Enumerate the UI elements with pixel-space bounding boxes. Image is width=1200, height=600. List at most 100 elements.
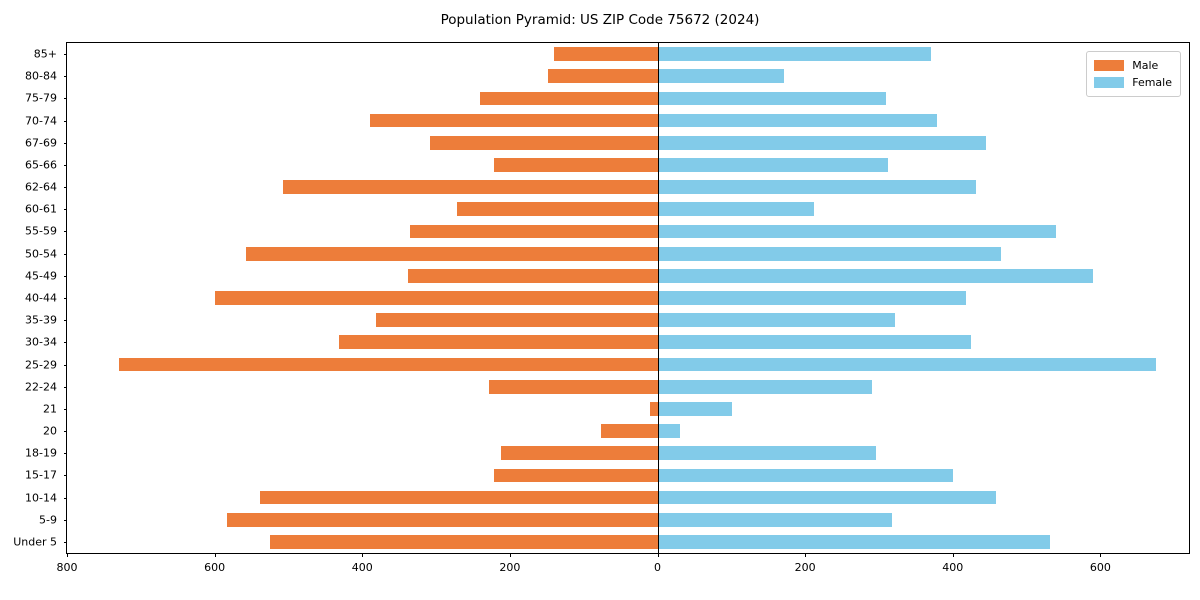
bar-male[interactable]	[548, 69, 658, 84]
y-tick-mark	[63, 231, 67, 233]
bar-female[interactable]	[657, 135, 986, 150]
bar-female[interactable]	[657, 158, 888, 172]
bar-female[interactable]	[657, 180, 977, 194]
bar-male[interactable]	[501, 446, 658, 461]
x-axis-tick-label: 800	[56, 561, 78, 574]
x-tick-mark	[214, 553, 216, 557]
bar-female[interactable]	[657, 268, 1094, 283]
bar-male[interactable]	[480, 91, 658, 106]
bar-female[interactable]	[657, 291, 967, 305]
y-tick-mark	[63, 164, 67, 166]
bar-female[interactable]	[657, 379, 872, 394]
bars-layer	[67, 43, 1189, 553]
bar-male[interactable]	[430, 135, 658, 150]
bar-female[interactable]	[657, 424, 680, 438]
bar-row	[67, 91, 1189, 106]
bar-male[interactable]	[260, 490, 658, 505]
bar-row	[67, 158, 1189, 172]
bar-male[interactable]	[338, 335, 658, 350]
bar-row	[67, 69, 1189, 84]
y-axis-tick-label: 20	[43, 424, 57, 438]
bar-row	[67, 135, 1189, 150]
bar-row	[67, 180, 1189, 194]
y-tick-mark	[63, 541, 67, 543]
bar-female[interactable]	[657, 357, 1156, 372]
bar-male[interactable]	[493, 158, 658, 172]
bar-female[interactable]	[657, 246, 1001, 261]
y-tick-mark	[63, 98, 67, 100]
bar-row	[67, 291, 1189, 305]
bar-male[interactable]	[118, 357, 658, 372]
y-axis-tick-label: 18-19	[25, 446, 57, 460]
bar-female[interactable]	[657, 113, 937, 128]
bar-row	[67, 224, 1189, 239]
x-tick-mark	[805, 553, 807, 557]
bar-row	[67, 313, 1189, 328]
legend-label: Male	[1132, 59, 1159, 72]
y-axis-tick-label: 60-61	[25, 202, 57, 216]
bar-female[interactable]	[657, 512, 893, 527]
legend-item[interactable]: Male	[1094, 57, 1172, 74]
x-tick-mark	[657, 553, 659, 557]
y-tick-mark	[63, 76, 67, 78]
bar-female[interactable]	[657, 468, 953, 483]
bar-female[interactable]	[657, 401, 733, 416]
bar-male[interactable]	[650, 401, 658, 416]
y-tick-mark	[63, 187, 67, 189]
bar-row	[67, 268, 1189, 283]
x-tick-mark	[1100, 553, 1102, 557]
bar-female[interactable]	[657, 202, 814, 217]
bar-male[interactable]	[214, 291, 658, 305]
bar-female[interactable]	[657, 335, 972, 350]
bar-male[interactable]	[375, 313, 658, 328]
bar-female[interactable]	[657, 313, 896, 328]
bar-female[interactable]	[657, 446, 876, 461]
bar-row	[67, 512, 1189, 527]
bar-male[interactable]	[410, 224, 658, 239]
bar-male[interactable]	[245, 246, 658, 261]
bar-row	[67, 490, 1189, 505]
bar-male[interactable]	[456, 202, 658, 217]
bar-female[interactable]	[657, 91, 887, 106]
bar-male[interactable]	[369, 113, 658, 128]
bar-female[interactable]	[657, 224, 1057, 239]
bar-row	[67, 47, 1189, 61]
x-tick-mark	[509, 553, 511, 557]
y-axis-tick-label: 62-64	[25, 180, 57, 194]
y-tick-mark	[63, 408, 67, 410]
x-axis-tick-label: 600	[204, 561, 226, 574]
y-tick-mark	[63, 342, 67, 344]
legend-swatch-icon	[1094, 60, 1125, 71]
x-axis-tick-label: 200	[794, 561, 816, 574]
x-axis-tick-label: 200	[499, 561, 521, 574]
bar-male[interactable]	[600, 424, 658, 438]
bar-male[interactable]	[269, 535, 658, 549]
bar-male[interactable]	[489, 379, 658, 394]
chart-legend[interactable]: Male Female	[1086, 51, 1181, 97]
x-axis-tick-label: 0	[654, 561, 662, 574]
y-tick-mark	[63, 320, 67, 322]
bar-female[interactable]	[657, 490, 996, 505]
y-tick-mark	[63, 431, 67, 433]
y-axis-tick-label: 15-17	[25, 468, 57, 482]
bar-male[interactable]	[227, 512, 658, 527]
y-tick-mark	[63, 142, 67, 144]
x-tick-mark	[952, 553, 954, 557]
plot-area: Under 5 5-9 10-14 15-17 18-19 20 21 22-24 25-29 3…	[13, 42, 1190, 574]
bar-male[interactable]	[493, 468, 658, 483]
bar-male[interactable]	[282, 180, 658, 194]
bar-row	[67, 379, 1189, 394]
y-tick-mark	[63, 497, 67, 499]
bar-female[interactable]	[657, 47, 931, 61]
legend-item[interactable]: Female	[1094, 74, 1172, 91]
y-tick-marks	[63, 43, 1189, 553]
bar-male[interactable]	[408, 268, 658, 283]
bar-female[interactable]	[657, 535, 1051, 549]
y-axis-tick-label: 30-34	[25, 335, 57, 349]
y-tick-mark	[63, 54, 67, 56]
y-tick-mark	[63, 364, 67, 366]
bar-female[interactable]	[657, 69, 785, 84]
bar-male[interactable]	[554, 47, 658, 61]
bar-row	[67, 446, 1189, 461]
y-axis-tick-label: 67-69	[25, 136, 57, 150]
